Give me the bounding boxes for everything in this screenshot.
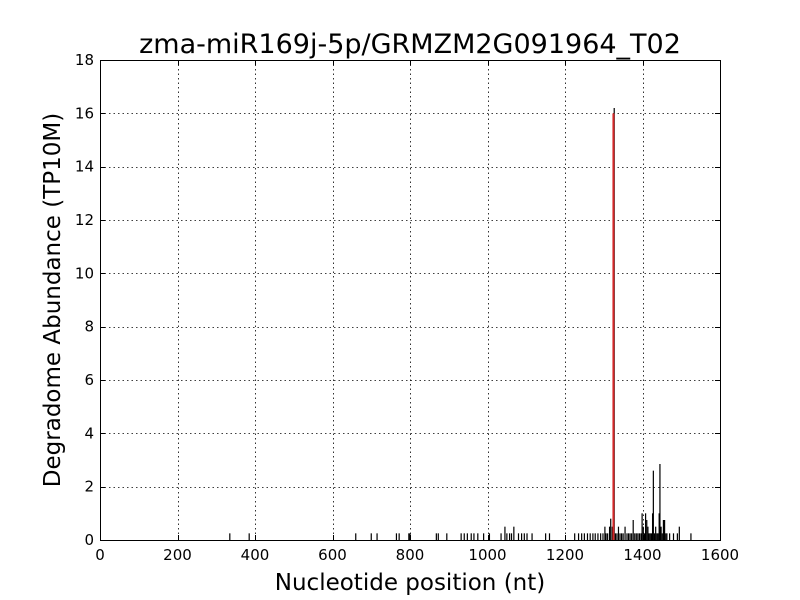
x-tick-label: 1200 [546, 546, 584, 564]
grid-lines [100, 60, 720, 540]
chart-title: zma-miR169j-5p/GRMZM2G091964_T02 [139, 29, 681, 60]
y-tick-label: 16 [75, 104, 94, 122]
x-tick-label: 400 [241, 546, 270, 564]
y-axis-label: Degradome Abundance (TP10M) [40, 113, 66, 487]
y-tick-label: 14 [75, 158, 94, 176]
x-tick-label: 0 [95, 546, 105, 564]
x-tick-label: 1400 [623, 546, 661, 564]
y-tick-label: 2 [84, 478, 94, 496]
x-tick-label: 1600 [701, 546, 739, 564]
x-axis-label: Nucleotide position (nt) [275, 570, 545, 596]
y-tick-label: 4 [84, 424, 94, 442]
y-tick-label: 10 [75, 264, 94, 282]
y-tick-labels: 0 2 4 6 8 10 12 14 16 18 [75, 51, 94, 549]
bars [229, 108, 692, 540]
y-tick-label: 18 [75, 51, 94, 69]
y-tick-label: 0 [84, 531, 94, 549]
x-tick-label: 800 [396, 546, 425, 564]
x-tick-label: 1000 [468, 546, 506, 564]
x-tick-label: 600 [318, 546, 347, 564]
x-tick-labels: 0 200 400 600 800 1000 1200 1400 1600 [95, 546, 739, 564]
y-tick-label: 8 [84, 318, 94, 336]
y-tick-label: 12 [75, 211, 94, 229]
y-tick-label: 6 [84, 371, 94, 389]
x-tick-label: 200 [163, 546, 192, 564]
axis-ticks [100, 60, 721, 541]
